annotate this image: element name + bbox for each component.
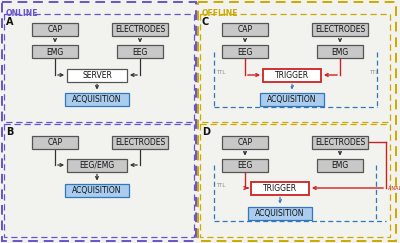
Bar	[248, 207, 312, 219]
Bar	[67, 69, 127, 81]
Bar	[222, 158, 268, 172]
Text: CAP: CAP	[238, 138, 252, 147]
Text: ELECTRODES: ELECTRODES	[315, 26, 365, 35]
Bar	[263, 69, 321, 81]
Bar	[112, 24, 168, 36]
Text: ELECTRODES: ELECTRODES	[115, 26, 165, 35]
Text: CAP: CAP	[238, 26, 252, 35]
Bar	[222, 24, 268, 36]
Text: ACQUISITION: ACQUISITION	[267, 95, 317, 104]
Text: EMG: EMG	[331, 47, 349, 57]
Text: D: D	[202, 127, 210, 137]
Bar	[251, 182, 309, 194]
Bar	[200, 124, 390, 237]
Text: ANALOG INPUT: ANALOG INPUT	[388, 185, 400, 191]
Text: CAP: CAP	[48, 26, 62, 35]
Bar	[200, 14, 390, 122]
Bar	[112, 136, 168, 148]
Bar	[222, 45, 268, 59]
Bar	[222, 136, 268, 148]
Text: OFFLINE: OFFLINE	[202, 9, 238, 18]
Text: TTL: TTL	[216, 182, 225, 188]
Text: EEG: EEG	[237, 160, 253, 170]
Bar	[67, 158, 127, 172]
Bar	[317, 45, 363, 59]
Bar	[4, 124, 194, 237]
Text: EMG: EMG	[46, 47, 64, 57]
Text: TTL: TTL	[216, 69, 225, 75]
Text: SERVER: SERVER	[82, 70, 112, 79]
Text: A: A	[6, 17, 14, 27]
Text: C: C	[202, 17, 209, 27]
Bar	[198, 2, 396, 241]
Bar	[312, 24, 368, 36]
Bar	[2, 2, 196, 241]
Bar	[65, 183, 129, 197]
Text: ELECTRODES: ELECTRODES	[115, 138, 165, 147]
Bar	[117, 45, 163, 59]
Bar	[317, 158, 363, 172]
Text: TRIGGER: TRIGGER	[275, 70, 309, 79]
Text: CAP: CAP	[48, 138, 62, 147]
Text: ACQUISITION: ACQUISITION	[255, 208, 305, 217]
Bar	[65, 93, 129, 105]
Text: ACQUISITION: ACQUISITION	[72, 185, 122, 194]
Bar	[4, 14, 194, 122]
Text: ONLINE: ONLINE	[6, 9, 38, 18]
Text: EEG: EEG	[237, 47, 253, 57]
Text: EEG/EMG: EEG/EMG	[79, 160, 115, 170]
Text: B: B	[6, 127, 13, 137]
Bar	[32, 45, 78, 59]
Text: ACQUISITION: ACQUISITION	[72, 95, 122, 104]
Bar	[32, 136, 78, 148]
Text: ELECTRODES: ELECTRODES	[315, 138, 365, 147]
Text: TTL: TTL	[369, 69, 378, 75]
Bar	[260, 93, 324, 105]
Bar	[32, 24, 78, 36]
Text: EMG: EMG	[331, 160, 349, 170]
Text: EEG: EEG	[132, 47, 148, 57]
Bar	[312, 136, 368, 148]
Text: TRIGGER: TRIGGER	[263, 183, 297, 192]
